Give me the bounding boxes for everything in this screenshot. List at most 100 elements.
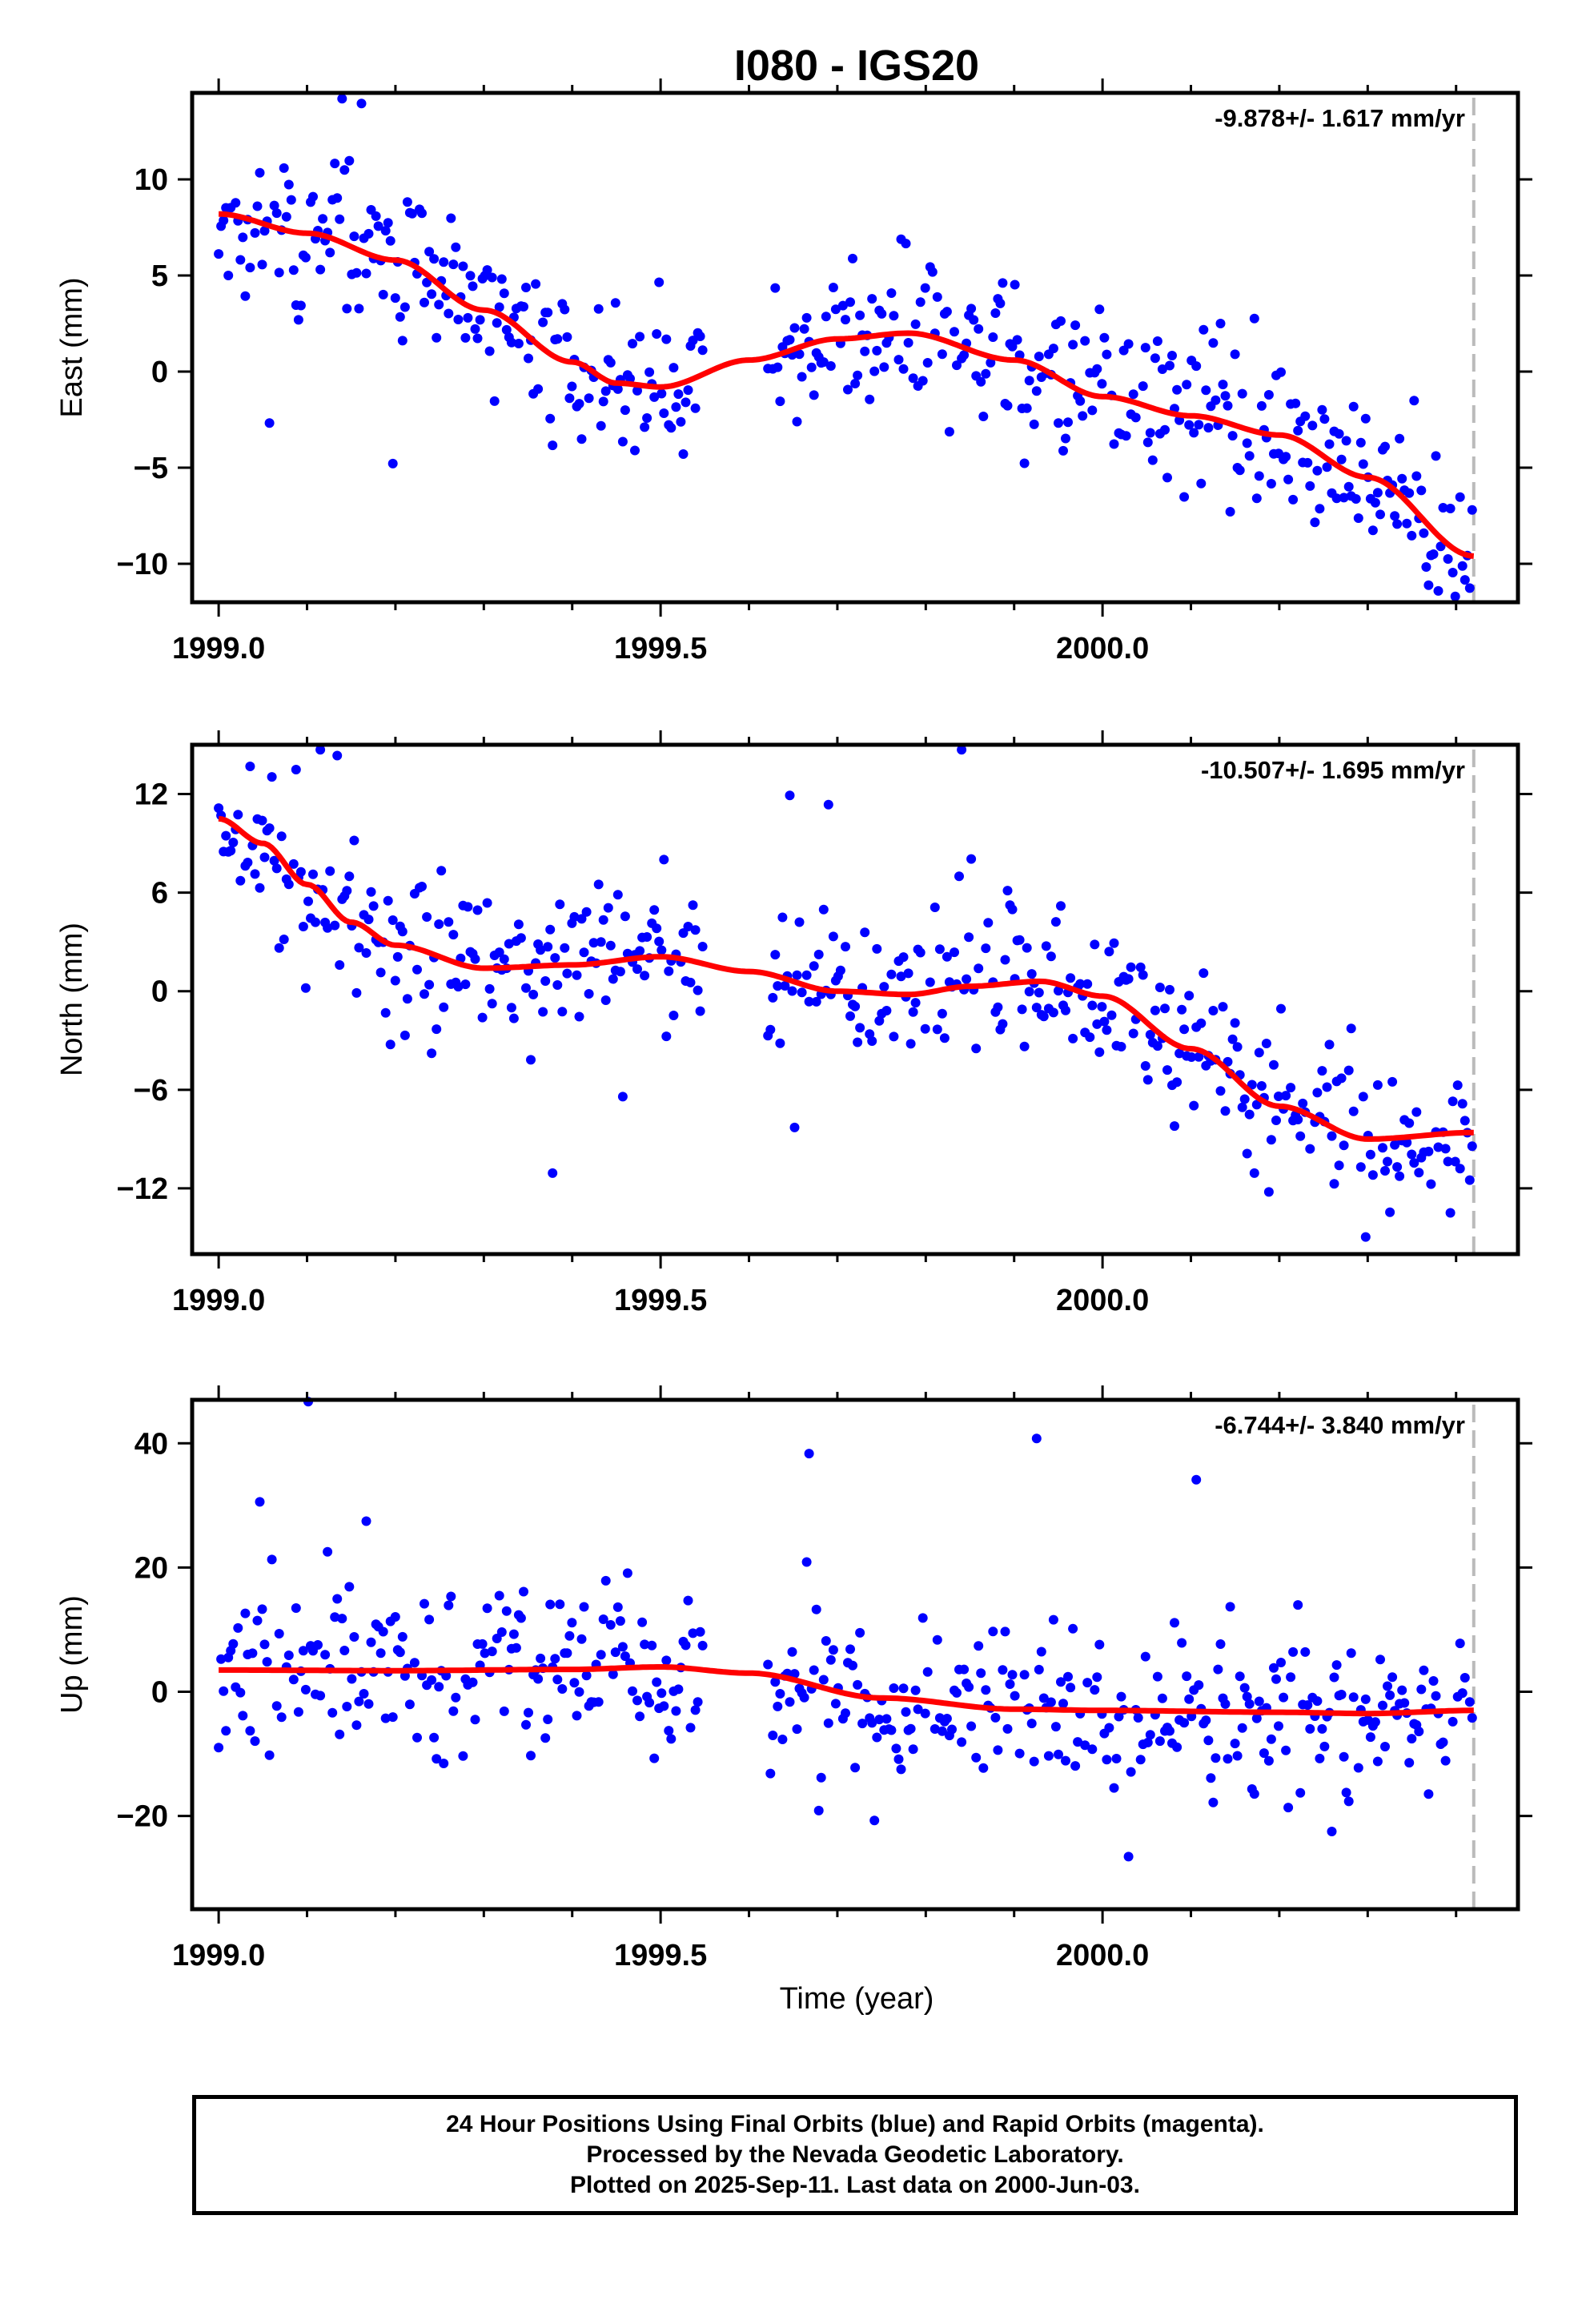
data-point (579, 947, 589, 958)
data-point (697, 345, 708, 356)
data-point (1251, 1100, 1262, 1110)
data-point (598, 915, 608, 925)
data-point (1467, 505, 1477, 515)
data-point (773, 981, 783, 991)
data-point (981, 943, 991, 954)
data-point (1380, 441, 1390, 452)
data-point (1058, 1699, 1068, 1709)
data-point (538, 1007, 548, 1017)
data-point (671, 402, 681, 412)
y-tick-label: −20 (117, 1800, 168, 1834)
data-point (480, 1648, 490, 1659)
data-point (499, 954, 509, 964)
data-point (545, 1599, 556, 1610)
data-point (1372, 1080, 1383, 1090)
data-point (288, 1675, 299, 1685)
data-point (1336, 1690, 1347, 1699)
data-point (453, 315, 464, 324)
data-point (1031, 386, 1042, 396)
data-point (1109, 1783, 1119, 1793)
data-point (1123, 1852, 1134, 1862)
data-point (697, 1640, 708, 1651)
data-point (1116, 1042, 1126, 1051)
data-point (690, 403, 701, 413)
data-point (821, 1636, 831, 1646)
data-point (1348, 401, 1359, 412)
data-point (283, 1651, 294, 1660)
data-point (1135, 962, 1146, 972)
panels: 1999.0 1999.5 2000.0 −10 −5 0 5 10 East (mm) -9.8… (55, 78, 1532, 1972)
data-point (543, 1715, 553, 1724)
data-point (1445, 1208, 1456, 1218)
data-point (628, 1686, 637, 1696)
data-point (901, 239, 911, 249)
data-point (932, 1634, 942, 1645)
data-point (988, 1626, 998, 1637)
data-point (347, 1674, 357, 1684)
data-point (439, 257, 449, 267)
data-point (869, 366, 880, 376)
data-point (1170, 1121, 1179, 1132)
data-point (780, 981, 790, 991)
data-point (264, 1750, 275, 1760)
data-point (1305, 480, 1315, 491)
data-point (920, 283, 930, 293)
data-point (872, 943, 882, 954)
data-point (942, 951, 952, 962)
y-tick-label: 6 (151, 877, 168, 911)
data-point (959, 350, 970, 360)
data-point (821, 312, 831, 322)
data-point (1346, 1023, 1356, 1034)
data-point (420, 989, 429, 999)
data-point (1455, 492, 1465, 502)
data-point (395, 312, 405, 322)
data-point (952, 1687, 962, 1698)
data-point (1142, 1075, 1153, 1085)
data-point (1092, 1672, 1102, 1683)
data-point (957, 745, 967, 755)
data-point (1317, 1723, 1327, 1734)
data-point (1242, 1148, 1252, 1159)
data-point (1353, 1763, 1363, 1773)
data-point (1341, 1787, 1351, 1798)
data-point (893, 1754, 904, 1764)
data-point (487, 999, 497, 1009)
data-point (339, 1646, 350, 1655)
data-point (508, 1629, 519, 1639)
data-point (487, 272, 497, 283)
data-point (869, 1815, 880, 1826)
data-point (339, 165, 350, 175)
data-point (1031, 1433, 1042, 1444)
data-point (1128, 1028, 1138, 1039)
data-point (939, 1033, 950, 1043)
data-point (828, 1645, 838, 1655)
data-point (1179, 1718, 1190, 1728)
data-point (1414, 1727, 1424, 1737)
data-point (1375, 509, 1385, 520)
data-point (893, 355, 904, 365)
data-point (1254, 1047, 1264, 1058)
data-point (1358, 1092, 1368, 1102)
data-point (1005, 1679, 1015, 1689)
data-point (981, 368, 991, 379)
data-point (1443, 554, 1453, 564)
data-point (785, 335, 795, 345)
y-axis-title: Up (mm) (55, 1595, 89, 1714)
data-point (652, 1677, 662, 1687)
data-point (1194, 1680, 1204, 1691)
data-point (1324, 439, 1335, 449)
data-point (697, 942, 708, 951)
data-point (422, 912, 432, 922)
data-point (298, 922, 308, 931)
data-point (1090, 939, 1100, 950)
data-point (1130, 412, 1141, 423)
data-point (896, 1764, 906, 1775)
data-point (1215, 319, 1226, 328)
data-point (1080, 336, 1090, 346)
data-point (1162, 472, 1172, 483)
data-point (519, 302, 528, 312)
data-point (1283, 474, 1294, 485)
data-point (1372, 488, 1383, 498)
data-point (1225, 1602, 1235, 1612)
data-point (460, 979, 471, 990)
